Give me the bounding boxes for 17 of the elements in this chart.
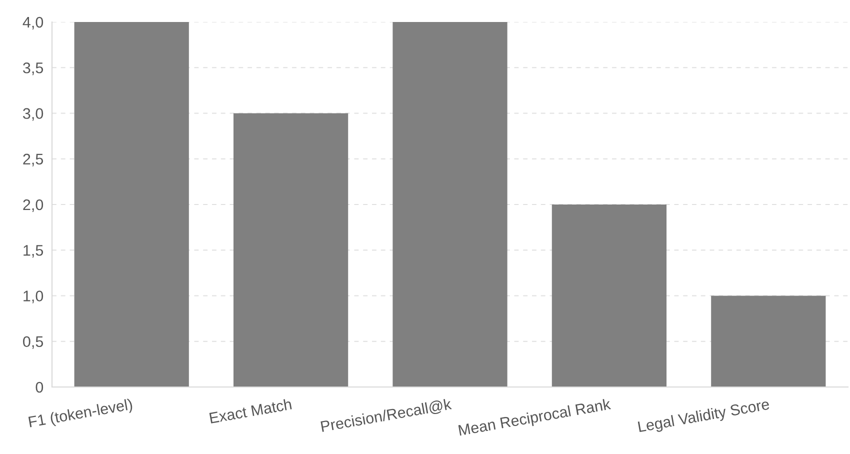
bar [233, 113, 348, 387]
x-tick-label: Exact Match [209, 398, 292, 424]
x-tick-label: Legal Validity Score [638, 398, 770, 436]
bar [711, 296, 826, 387]
y-tick-label: 2,0 [23, 199, 44, 212]
y-tick-label: 1,5 [24, 245, 44, 258]
bar [392, 22, 508, 387]
x-tick-label: Mean Reciprocal Rank [458, 398, 612, 439]
y-tick-label: 0,5 [23, 336, 44, 349]
y-tick-label: 3,5 [23, 62, 44, 76]
bar [74, 22, 189, 387]
y-tick-label: 4,0 [22, 16, 44, 30]
bar [552, 204, 667, 387]
y-tick-label: 2,5 [23, 154, 44, 166]
y-tick-label: 0 [36, 382, 44, 393]
y-tick-label: 1,0 [24, 290, 44, 304]
y-tick-label: 3,0 [23, 108, 44, 121]
